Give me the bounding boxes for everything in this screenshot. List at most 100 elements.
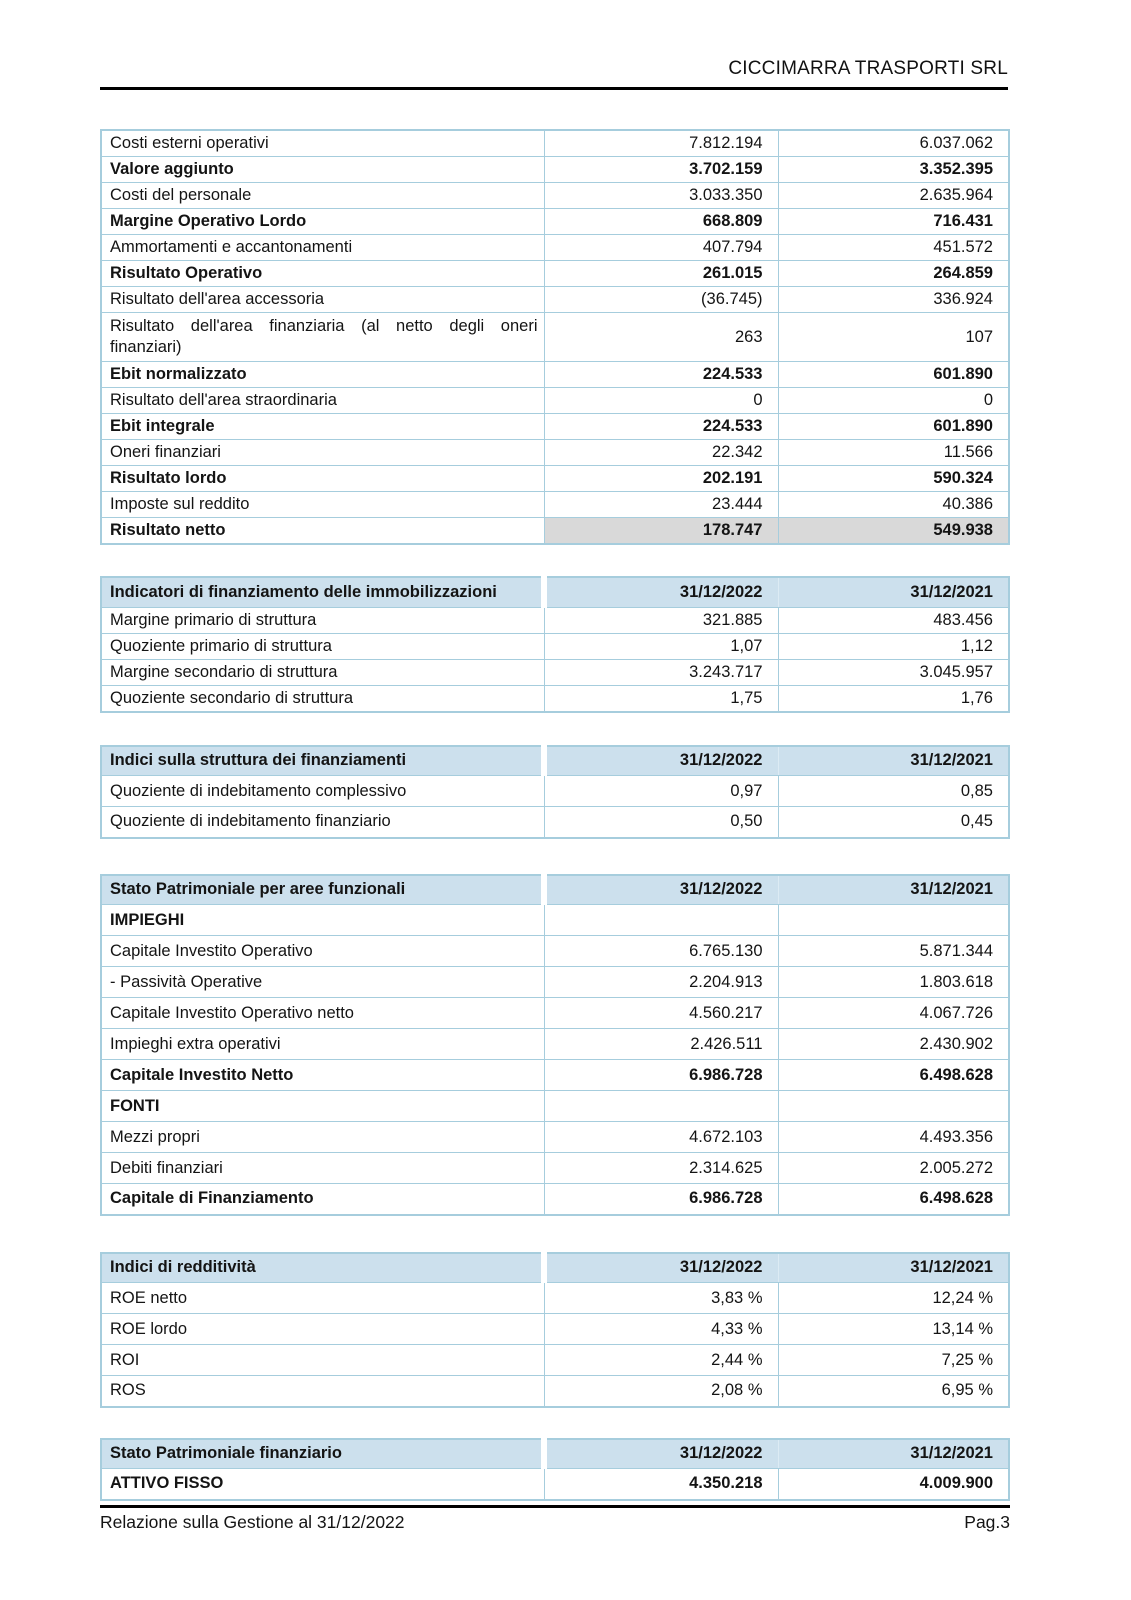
table-title: Indici sulla struttura dei finanziamenti — [100, 745, 547, 776]
row-label: Margine Operativo Lordo — [100, 208, 545, 235]
value-2022: 321.885 — [543, 606, 779, 634]
column-header-2021: 31/12/2021 — [777, 1438, 1010, 1469]
row-label: Valore aggiunto — [100, 156, 545, 183]
table-header-row: Indici sulla struttura dei finanziamenti… — [100, 745, 1010, 776]
value-2021: 11.566 — [777, 439, 1010, 466]
value-2022: 2.204.913 — [543, 966, 779, 998]
value-2022: 2,44 % — [543, 1344, 779, 1376]
value-2021: 107 — [777, 312, 1010, 362]
row-label: ATTIVO FISSO — [100, 1468, 545, 1500]
row-label: Ebit normalizzato — [100, 361, 545, 388]
row-label: ROE lordo — [100, 1313, 545, 1345]
table-row: Capitale Investito Netto 6.986.728 6.498… — [100, 1059, 1010, 1091]
value-2022: 178.747 — [543, 517, 779, 545]
value-2021: 601.890 — [777, 361, 1010, 388]
value-2021: 6,95 % — [777, 1375, 1010, 1407]
row-label: Oneri finanziari — [100, 439, 545, 466]
table-row: Costi esterni operativi 7.812.194 6.037.… — [100, 129, 1010, 157]
value-2022: 0 — [543, 387, 779, 414]
section-label: FONTI — [100, 1090, 545, 1122]
value-2021 — [777, 1090, 1010, 1122]
value-2021: 264.859 — [777, 260, 1010, 287]
column-header-2022: 31/12/2022 — [543, 1438, 779, 1469]
table-header-row: Stato Patrimoniale per aree funzionali 3… — [100, 874, 1010, 905]
row-label: Capitale Investito Operativo netto — [100, 997, 545, 1029]
value-2022: 22.342 — [543, 439, 779, 466]
value-2021: 549.938 — [777, 517, 1010, 545]
row-label: Costi del personale — [100, 182, 545, 209]
value-2021: 5.871.344 — [777, 935, 1010, 967]
row-label: Risultato dell'area finanziaria (al nett… — [100, 312, 545, 362]
row-label: Ebit integrale — [100, 413, 545, 440]
value-2021: 0 — [777, 387, 1010, 414]
column-header-2022: 31/12/2022 — [543, 874, 779, 905]
table-header-row: Stato Patrimoniale finanziario 31/12/202… — [100, 1438, 1010, 1469]
profitability-indices-table: Indici di redditività 31/12/2022 31/12/2… — [100, 1251, 1010, 1408]
row-label: ROE netto — [100, 1282, 545, 1314]
value-2022: 1,75 — [543, 684, 779, 712]
value-2022: 3.033.350 — [543, 182, 779, 209]
value-2021: 1,12 — [777, 632, 1010, 660]
value-2021: 4.493.356 — [777, 1121, 1010, 1153]
value-2022 — [543, 1090, 779, 1122]
value-2022: 0,97 — [543, 775, 779, 807]
table-row: Ammortamenti e accantonamenti 407.794 45… — [100, 234, 1010, 261]
table-row: ROE netto 3,83 % 12,24 % — [100, 1282, 1010, 1314]
value-2021: 12,24 % — [777, 1282, 1010, 1314]
value-2022: 261.015 — [543, 260, 779, 287]
table-row: Mezzi propri 4.672.103 4.493.356 — [100, 1121, 1010, 1153]
value-2021: 2.430.902 — [777, 1028, 1010, 1060]
table-row: Quoziente di indebitamento complessivo 0… — [100, 775, 1010, 807]
row-label: Mezzi propri — [100, 1121, 545, 1153]
column-header-2021: 31/12/2021 — [777, 1252, 1010, 1283]
table-title: Indicatori di finanziamento delle immobi… — [100, 576, 547, 608]
table-row: ATTIVO FISSO 4.350.218 4.009.900 — [100, 1468, 1010, 1500]
value-2022: 263 — [543, 312, 779, 362]
value-2021: 6.037.062 — [777, 129, 1010, 157]
value-2021: 483.456 — [777, 606, 1010, 634]
functional-balance-sheet-table: Stato Patrimoniale per aree funzionali 3… — [100, 873, 1010, 1216]
value-2022: 6.986.728 — [543, 1059, 779, 1091]
page-header: CICCIMARRA TRASPORTI SRL — [100, 0, 1008, 90]
row-label: Risultato lordo — [100, 465, 545, 492]
row-label: Costi esterni operativi — [100, 129, 545, 157]
column-header-2021: 31/12/2021 — [777, 745, 1010, 776]
table-row: Risultato dell'area straordinaria 0 0 — [100, 387, 1010, 414]
table-row: Margine primario di struttura 321.885 48… — [100, 606, 1010, 634]
header-rule — [100, 87, 1008, 90]
value-2021: 2.005.272 — [777, 1152, 1010, 1184]
value-2021: 6.498.628 — [777, 1059, 1010, 1091]
value-2022: 224.533 — [543, 413, 779, 440]
section-row: IMPIEGHI — [100, 904, 1010, 936]
table-row: ROS 2,08 % 6,95 % — [100, 1375, 1010, 1407]
financing-structure-table: Indici sulla struttura dei finanziamenti… — [100, 744, 1010, 839]
table-row: Capitale di Finanziamento 6.986.728 6.49… — [100, 1183, 1010, 1215]
value-2021: 1.803.618 — [777, 966, 1010, 998]
value-2021: 3.045.957 — [777, 658, 1010, 686]
value-2022: 0,50 — [543, 806, 779, 838]
value-2022: 6.765.130 — [543, 935, 779, 967]
value-2021: 3.352.395 — [777, 156, 1010, 183]
value-2021: 7,25 % — [777, 1344, 1010, 1376]
table-row: Ebit integrale 224.533 601.890 — [100, 413, 1010, 440]
row-label: Quoziente secondario di struttura — [100, 684, 545, 712]
value-2021: 13,14 % — [777, 1313, 1010, 1345]
table-row: Debiti finanziari 2.314.625 2.005.272 — [100, 1152, 1010, 1184]
section-label: IMPIEGHI — [100, 904, 545, 936]
table-row: Costi del personale 3.033.350 2.635.964 — [100, 182, 1010, 209]
table-row: Margine Operativo Lordo 668.809 716.431 — [100, 208, 1010, 235]
value-2022: 2.426.511 — [543, 1028, 779, 1060]
column-header-2021: 31/12/2021 — [777, 576, 1010, 608]
row-label: ROS — [100, 1375, 545, 1407]
table-row: Imposte sul reddito 23.444 40.386 — [100, 491, 1010, 518]
value-2021: 336.924 — [777, 286, 1010, 313]
value-2022: 4.350.218 — [543, 1468, 779, 1500]
value-2022: 3.702.159 — [543, 156, 779, 183]
table-row: Impieghi extra operativi 2.426.511 2.430… — [100, 1028, 1010, 1060]
row-label: ROI — [100, 1344, 545, 1376]
value-2021: 4.067.726 — [777, 997, 1010, 1029]
table-row: Oneri finanziari 22.342 11.566 — [100, 439, 1010, 466]
value-2022 — [543, 904, 779, 936]
table-row: - Passività Operative 2.204.913 1.803.61… — [100, 966, 1010, 998]
